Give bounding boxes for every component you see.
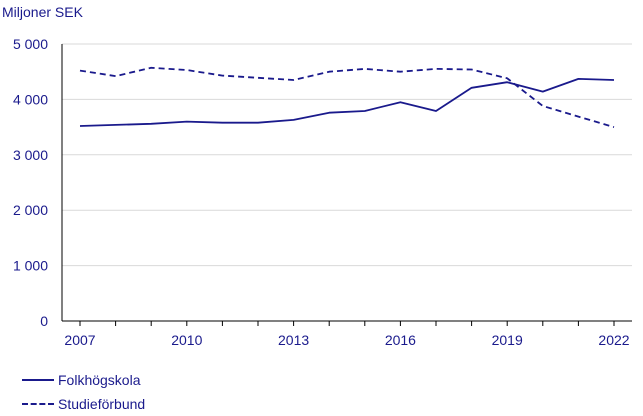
legend-swatch-dashed xyxy=(22,403,54,405)
legend-label: Studieförbund xyxy=(58,396,146,412)
y-tick-label: 5 000 xyxy=(13,36,48,52)
y-axis-label: Miljoner SEK xyxy=(2,4,83,20)
y-tick-label: 4 000 xyxy=(13,91,48,107)
x-axis: 2007 2010 2013 2016 2019 2022 xyxy=(62,320,632,348)
series-line-studieforbund xyxy=(79,66,615,128)
legend-label: Folkhögskola xyxy=(58,372,141,388)
legend-item-folkhogskola: Folkhögskola xyxy=(22,368,145,392)
series-line-folkhogskola xyxy=(79,78,615,127)
y-tick-label: 0 xyxy=(40,313,48,329)
legend-swatch-solid xyxy=(22,379,54,381)
series-lines xyxy=(79,66,615,128)
x-tick-label: 2016 xyxy=(385,332,416,348)
x-tick-label: 2010 xyxy=(171,332,202,348)
y-tick-label: 1 000 xyxy=(13,258,48,274)
x-tick-label: 2022 xyxy=(598,332,629,348)
y-tick-label: 3 000 xyxy=(13,147,48,163)
gridlines xyxy=(62,43,632,267)
x-tick-label: 2019 xyxy=(492,332,523,348)
y-axis: 0 1 000 2 000 3 000 4 000 5 000 xyxy=(13,36,63,329)
x-tick-label: 2013 xyxy=(278,332,309,348)
legend: Folkhögskola Studieförbund xyxy=(22,368,145,416)
y-tick-label: 2 000 xyxy=(13,202,48,218)
x-tick-label: 2007 xyxy=(64,332,95,348)
legend-item-studieforbund: Studieförbund xyxy=(22,392,145,416)
